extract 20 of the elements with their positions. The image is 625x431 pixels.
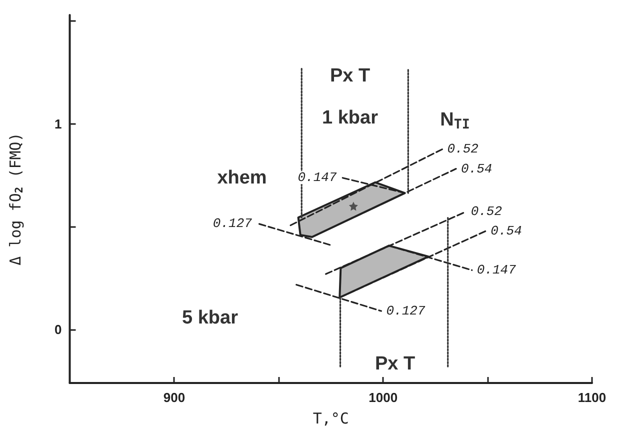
x-tick-label: 900 [163, 390, 186, 405]
y-tick-label: 0 [54, 322, 62, 338]
series-label: 0.147 [298, 170, 337, 186]
annotation: xhem [217, 168, 267, 188]
y-axis-title: Δ log fO2 (FMQ) [6, 132, 26, 266]
series-label: 0.127 [386, 304, 426, 319]
series-label: 0.147 [476, 262, 516, 278]
series-label: 0.54 [490, 224, 522, 239]
series-label: 0.52 [470, 204, 502, 220]
annotation: Px T [330, 66, 370, 86]
annotation: Px T [374, 354, 416, 374]
annotation: 5 kbar [182, 308, 239, 328]
series-label: 0.52 [447, 142, 479, 157]
annotation: 1 kbar [322, 108, 379, 128]
x-tick-label: 1100 [578, 390, 606, 405]
x-axis-title: T,°C [312, 410, 349, 428]
series-label: 0.54 [461, 161, 492, 176]
y-tick-label: 1 [54, 116, 62, 132]
series-label: 0.127 [212, 216, 252, 231]
x-tick-label: 1000 [368, 390, 398, 405]
